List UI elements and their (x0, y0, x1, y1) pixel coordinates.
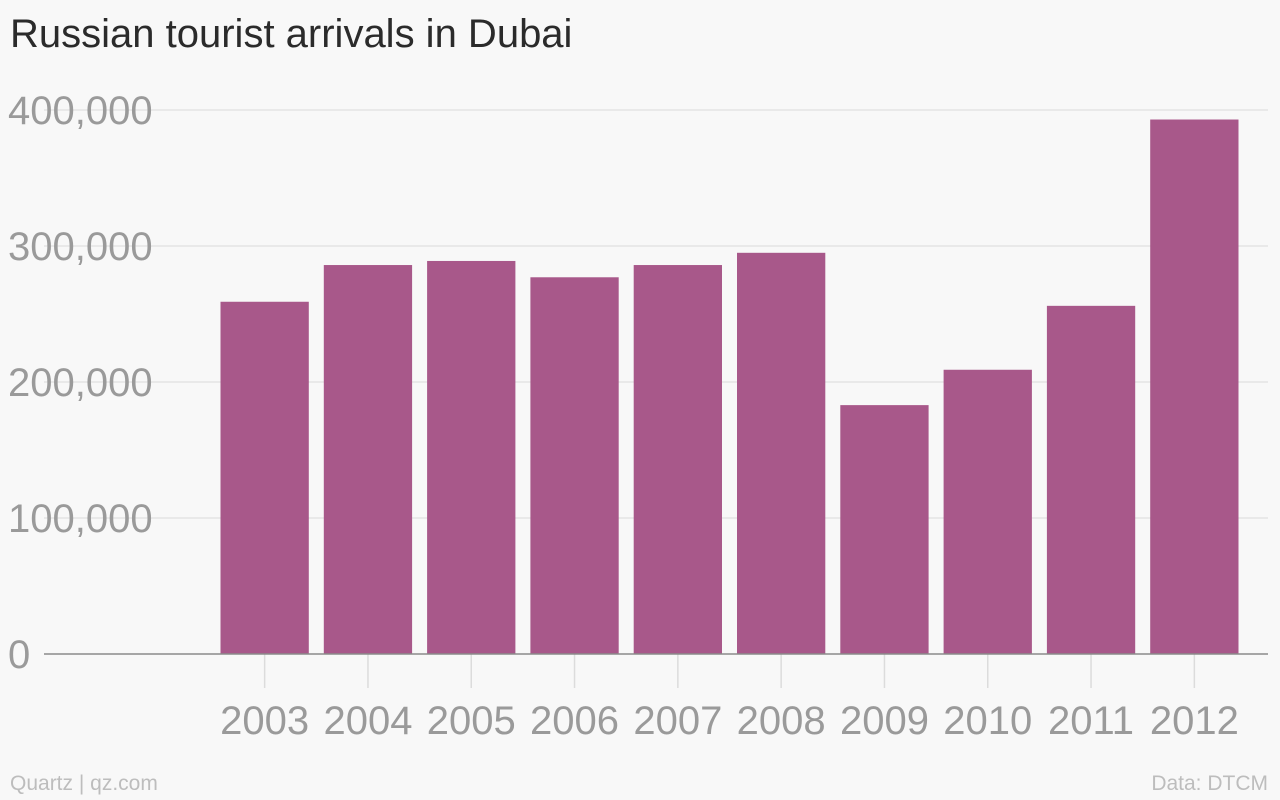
bar-2003 (220, 301, 309, 654)
bar-2011 (1046, 305, 1136, 654)
x-tick-label: 2004 (323, 699, 412, 743)
bar-2004 (323, 265, 413, 654)
x-tick-label: 2009 (840, 699, 929, 743)
bar-2005 (427, 260, 516, 654)
x-tick-label: 2005 (427, 699, 516, 743)
y-tick-label: 0 (8, 633, 30, 677)
y-tick-label: 100,000 (8, 497, 153, 541)
y-tick-label: 300,000 (8, 225, 153, 269)
credit-text: Quartz | qz.com (10, 772, 158, 795)
source-text: Data: DTCM (1151, 772, 1268, 795)
bar-2006 (530, 277, 619, 654)
bars (220, 119, 1239, 655)
chart-title: Russian tourist arrivals in Dubai (10, 12, 573, 56)
x-tick-label: 2006 (530, 699, 619, 743)
x-axis-ticks (263, 654, 1196, 688)
x-tick-label: 2003 (220, 699, 309, 743)
bar-2010 (943, 369, 1032, 654)
x-tick-label: 2011 (1048, 699, 1134, 743)
x-tick-label: 2012 (1150, 699, 1239, 743)
x-tick-label: 2007 (633, 699, 722, 743)
x-tick-label: 2010 (943, 699, 1032, 743)
bar-2012 (1150, 119, 1239, 654)
y-tick-label: 400,000 (8, 89, 153, 133)
bar-2008 (737, 252, 826, 655)
x-tick-label: 2008 (737, 699, 826, 743)
x-axis-labels: 2003 2004 2005 2006 2007 2008 2009 2010 2011 2012 (220, 699, 1239, 743)
bar-2007 (633, 265, 722, 654)
y-axis-labels: 0 100,000 200,000 300,000 400,000 (8, 89, 153, 677)
bar-2009 (840, 405, 929, 654)
y-tick-label: 200,000 (8, 361, 153, 405)
